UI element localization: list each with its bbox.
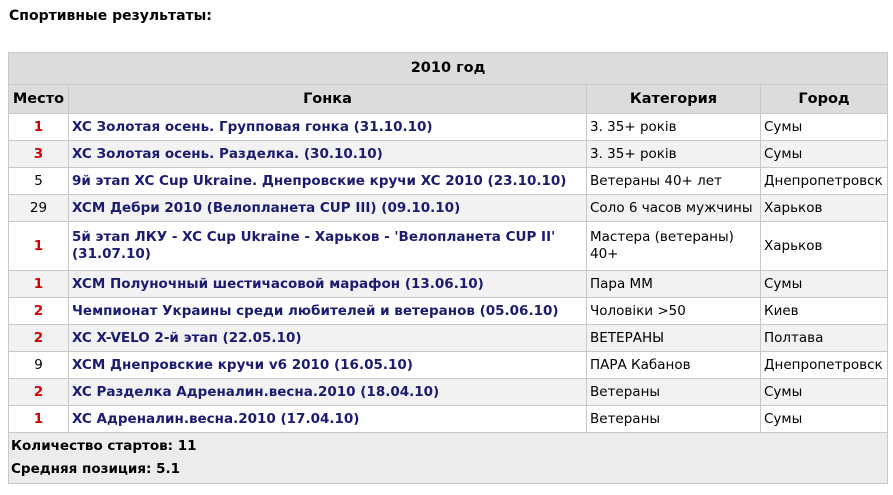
table-row: 1 XC Золотая осень. Групповая гонка (31.1… [8, 113, 889, 141]
place-cell: 2 [8, 297, 69, 325]
place-cell: 3 [8, 140, 69, 168]
place-cell: 2 [8, 324, 69, 352]
summary: Количество стартов: 11 Средняя позиция: … [7, 432, 889, 484]
city-cell: Сумы [759, 270, 889, 298]
race-link[interactable]: XC Разделка Адреналин.весна.2010 (18.04.… [72, 383, 440, 400]
race-link[interactable]: XC Адреналин.весна.2010 (17.04.10) [72, 410, 360, 427]
city-cell: Харьков [759, 221, 889, 271]
category-cell: Мастера (ветераны) 40+ [586, 221, 761, 271]
table-row: 2 XC Разделка Адреналин.весна.2010 (18.04… [8, 378, 889, 406]
starts-count: Количество стартов: 11 [11, 438, 197, 454]
results-table: 2010 год Место Гонка Категория Город 1 XC… [7, 52, 889, 484]
place-cell: 1 [8, 221, 69, 271]
race-link[interactable]: XCM Днепровские кручи v6 2010 (16.05.10) [72, 356, 413, 373]
race-link[interactable]: XCM Полуночный шестичасовой марафон (13.… [72, 275, 484, 292]
table-row: 2 Чемпионат Украины среди любителей и вет… [8, 297, 889, 325]
place-cell: 5 [8, 167, 69, 195]
table-row: 1 5й этап ЛКУ - XC Cup Ukraine - Харьков … [8, 221, 889, 271]
race-link[interactable]: 9й этап XC Cup Ukraine. Днепровские круч… [72, 172, 567, 189]
category-cell: ПАРА Кабанов [586, 351, 761, 379]
race-link[interactable]: Чемпионат Украины среди любителей и вете… [72, 302, 559, 319]
column-header-category: Категория [586, 84, 761, 114]
city-cell: Сумы [759, 378, 889, 406]
city-cell: Днепропетровск [759, 167, 889, 195]
table-row: 2 XC X-VELO 2-й этап (22.05.10) ВЕТЕРАНЫ По… [8, 324, 889, 352]
column-header-place: Место [8, 84, 69, 114]
city-cell: Полтава [759, 324, 889, 352]
table-row: 5 9й этап XC Cup Ukraine. Днепровские кру… [8, 167, 889, 195]
city-cell: Днепропетровск [759, 351, 889, 379]
city-cell: Киев [759, 297, 889, 325]
category-cell: Пара ММ [586, 270, 761, 298]
race-link[interactable]: 5й этап ЛКУ - XC Cup Ukraine - Харьков -… [72, 229, 556, 262]
category-cell: Чоловіки >50 [586, 297, 761, 325]
city-cell: Сумы [759, 113, 889, 141]
page-title: Спортивные результаты: [9, 8, 212, 24]
category-cell: Ветераны [586, 405, 761, 433]
category-cell: Ветераны [586, 378, 761, 406]
column-header-city: Город [759, 84, 889, 114]
average-position: Средняя позиция: 5.1 [11, 461, 181, 477]
category-cell: Ветераны 40+ лет [586, 167, 761, 195]
category-cell: ВЕТЕРАНЫ [586, 324, 761, 352]
city-cell: Сумы [759, 140, 889, 168]
place-cell: 1 [8, 270, 69, 298]
place-cell: 2 [8, 378, 69, 406]
place-cell: 29 [8, 194, 69, 222]
table-row: 1 XC Адреналин.весна.2010 (17.04.10) Ветер… [8, 405, 889, 433]
city-cell: Сумы [759, 405, 889, 433]
race-link[interactable]: XC X-VELO 2-й этап (22.05.10) [72, 329, 302, 346]
place-cell: 1 [8, 113, 69, 141]
category-cell: 3. 35+ років [586, 113, 761, 141]
column-header-race: Гонка [68, 84, 587, 114]
race-link[interactable]: XC Золотая осень. Разделка. (30.10.10) [72, 145, 383, 162]
table-row: 29 XCM Дебри 2010 (Велопланета CUP III) (… [8, 194, 889, 222]
table-row: 1 XCM Полуночный шестичасовой марафон (13… [8, 270, 889, 298]
category-cell: Соло 6 часов мужчины [586, 194, 761, 222]
race-link[interactable]: XC Золотая осень. Групповая гонка (31.10… [72, 118, 433, 135]
year-header: 2010 год [7, 52, 889, 85]
table-row: 3 XC Золотая осень. Разделка. (30.10.10) 3… [8, 140, 889, 168]
category-cell: 3. 35+ років [586, 140, 761, 168]
place-cell: 1 [8, 405, 69, 433]
place-cell: 9 [8, 351, 69, 379]
table-row: 9 XCM Днепровские кручи v6 2010 (16.05.10… [8, 351, 889, 379]
city-cell: Харьков [759, 194, 889, 222]
race-link[interactable]: XCM Дебри 2010 (Велопланета CUP III) (09… [72, 199, 461, 216]
